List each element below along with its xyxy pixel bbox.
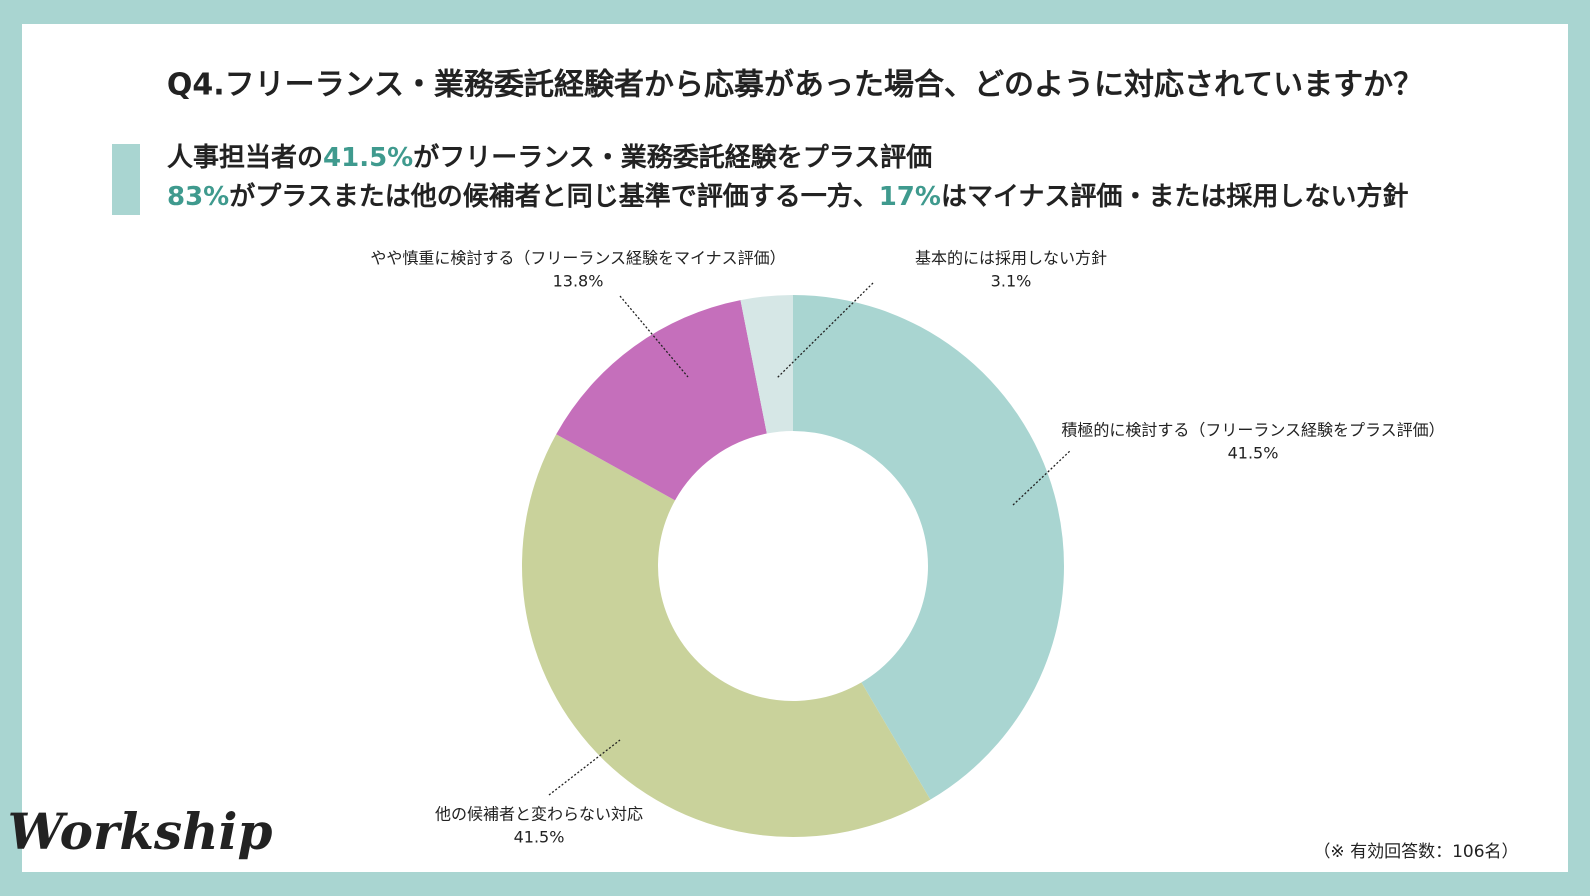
headline-emphasis: 83% <box>167 182 229 212</box>
leader-line <box>619 295 689 378</box>
logo: Workship <box>8 802 273 861</box>
donut-chart: 積極的に検討する（フリーランス経験をプラス評価） 41.5% 他の候補者と変わらない… <box>370 249 1444 847</box>
slice-label: 他の候補者と変わらない対応 <box>435 805 643 824</box>
donut-slice <box>521 434 931 837</box>
donut-slice <box>793 295 1065 800</box>
donut-slice <box>740 295 793 434</box>
leader-line <box>548 739 621 796</box>
value-label: 41.5% <box>1228 444 1279 463</box>
value-label: 3.1% <box>991 272 1032 291</box>
slice-label: やや慎重に検討する（フリーランス経験をマイナス評価） <box>370 249 785 268</box>
footnote: （※ 有効回答数：106名） <box>1313 842 1518 862</box>
headline-text: はマイナス評価・または採用しない方針 <box>941 181 1408 212</box>
headline: 人事担当者の41.5%がフリーランス・業務委託経験をプラス評価 83%がプラスまた… <box>167 142 1408 212</box>
leader-line <box>776 282 874 379</box>
title: Q4.フリーランス・業務委託経験者から応募があった場合、どのように対応されていま… <box>167 68 1423 103</box>
value-label: 13.8% <box>553 272 604 291</box>
slice-label: 基本的には採用しない方針 <box>915 249 1107 268</box>
frame-edge <box>1568 0 1590 896</box>
headline-text: がフリーランス・業務委託経験をプラス評価 <box>413 142 932 173</box>
headline-text: がプラスまたは他の候補者と同じ基準で評価する一方、 <box>229 181 878 212</box>
slice-label: 積極的に検討する（フリーランス経験をプラス評価） <box>1061 421 1444 440</box>
leader-line <box>1012 449 1072 506</box>
headline-line: 83%がプラスまたは他の候補者と同じ基準で評価する一方、17%はマイナス評価・ま… <box>167 181 1408 212</box>
headline-emphasis: 41.5% <box>323 143 413 173</box>
headline-text: 人事担当者の <box>167 143 323 173</box>
donut-slice <box>556 300 767 501</box>
value-label: 41.5% <box>514 828 565 847</box>
headline-line: 人事担当者の41.5%がフリーランス・業務委託経験をプラス評価 <box>167 142 932 173</box>
frame-edge <box>0 872 1590 896</box>
accent-bar <box>112 144 140 215</box>
headline-emphasis: 17% <box>879 182 941 212</box>
